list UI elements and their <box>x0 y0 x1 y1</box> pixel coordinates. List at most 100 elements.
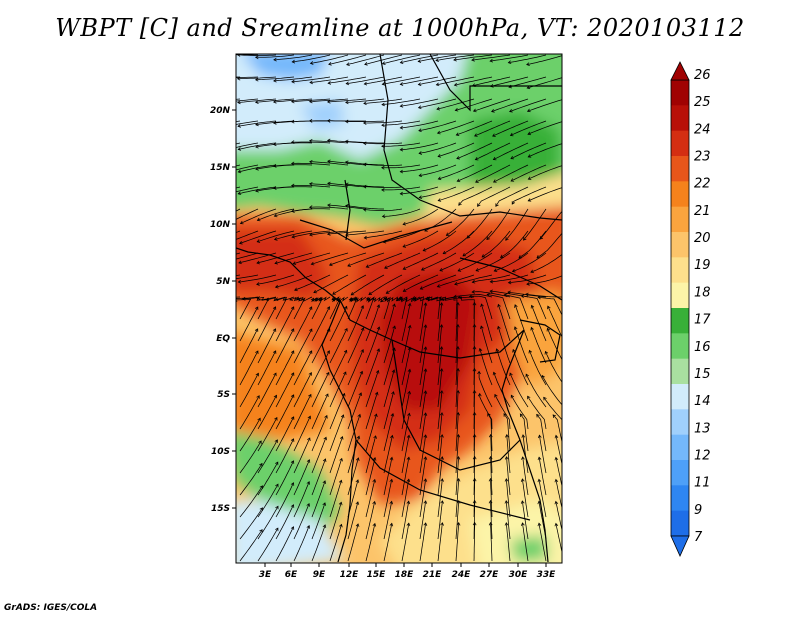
streamline <box>512 252 547 272</box>
streamline-arrow <box>374 391 379 396</box>
streamline-arrow <box>256 296 261 300</box>
streamline-arrow <box>327 181 331 186</box>
streamline-arrow <box>503 413 507 417</box>
streamline <box>383 413 394 452</box>
streamline-arrow <box>290 460 295 464</box>
streamline-arrow <box>495 348 500 352</box>
streamline <box>401 501 410 540</box>
streamline <box>510 120 547 136</box>
streamline <box>256 274 295 285</box>
streamline-arrow <box>322 458 327 463</box>
streamline-arrow <box>468 294 473 299</box>
streamline-arrow <box>487 412 491 417</box>
streamline-arrow <box>290 306 295 310</box>
streamline-arrow <box>360 327 365 331</box>
streamline-arrow <box>435 58 439 62</box>
streamline-arrow <box>488 477 493 482</box>
streamline-arrow <box>349 297 354 301</box>
streamline-arrow <box>456 455 461 460</box>
streamline-arrow <box>327 203 331 208</box>
streamline <box>292 230 331 238</box>
streamline-arrow <box>489 58 494 63</box>
streamline <box>365 370 379 408</box>
streamline-arrow <box>457 268 462 272</box>
streamline <box>475 142 511 161</box>
streamline-arrow <box>527 198 532 202</box>
streamline-arrow <box>259 529 263 533</box>
colorbar-swatch <box>671 282 689 309</box>
colorbar-label: 23 <box>694 150 711 165</box>
streamline-arrow <box>455 132 460 136</box>
streamline <box>311 458 326 496</box>
streamline-arrow <box>439 368 444 372</box>
streamline <box>522 478 529 518</box>
streamline-arrow <box>492 133 496 137</box>
streamline-arrow <box>344 139 349 144</box>
streamline <box>536 414 547 452</box>
streamline-arrow <box>440 500 445 504</box>
streamline-arrow <box>438 296 443 300</box>
streamline-arrow <box>547 305 551 310</box>
streamline <box>455 390 459 430</box>
streamline <box>401 347 411 386</box>
streamline-arrow <box>419 286 424 290</box>
lon-label-3e: 3E <box>259 570 272 580</box>
streamline-arrow <box>520 500 525 504</box>
streamline-arrow <box>290 119 295 124</box>
streamline-arrow <box>504 500 509 504</box>
streamline-arrow <box>423 500 428 504</box>
streamline-arrow <box>256 395 260 399</box>
streamline <box>458 186 493 206</box>
streamline-arrow <box>265 297 270 302</box>
streamline <box>473 456 476 496</box>
streamline <box>383 501 393 540</box>
streamline <box>519 413 529 452</box>
streamline-arrow <box>274 416 278 421</box>
streamline-arrow <box>381 188 385 192</box>
streamline <box>347 523 359 562</box>
streamline-arrow <box>308 205 313 210</box>
streamline-arrow <box>290 394 295 398</box>
streamline-arrow <box>381 214 386 219</box>
streamline-arrow <box>322 480 327 484</box>
streamline <box>237 120 277 127</box>
streamline-arrow <box>519 413 524 418</box>
streamline-arrow <box>381 165 385 170</box>
streamline <box>419 500 427 540</box>
colorbar-label: 9 <box>694 503 702 518</box>
streamline <box>437 274 475 288</box>
streamline-arrow <box>521 434 526 438</box>
streamline-arrow <box>489 289 493 294</box>
streamline-arrow <box>420 267 425 271</box>
streamline-arrow <box>259 462 263 467</box>
streamline <box>329 306 348 342</box>
streamline <box>346 76 385 85</box>
streamline-arrow <box>395 297 400 302</box>
streamline-arrow <box>227 76 230 79</box>
streamline-arrow <box>436 284 441 288</box>
streamline-arrow <box>480 325 484 330</box>
streamline-arrow <box>363 235 368 240</box>
streamlines <box>227 54 562 562</box>
streamline-arrow <box>350 292 355 296</box>
streamline <box>368 274 403 295</box>
streamline <box>292 54 331 63</box>
streamline <box>236 164 259 171</box>
streamline <box>311 306 330 342</box>
streamline <box>380 296 391 320</box>
streamline-arrow <box>323 436 327 441</box>
colorbar-swatch <box>671 485 689 512</box>
streamline-arrow <box>436 106 441 111</box>
streamline <box>257 439 278 474</box>
streamline-arrow <box>291 234 296 239</box>
streamline-arrow <box>346 62 350 66</box>
streamline-arrow <box>435 82 440 87</box>
streamline-arrow <box>274 439 278 443</box>
streamline <box>401 369 411 408</box>
streamline <box>236 120 241 123</box>
streamline-arrow <box>423 456 428 460</box>
streamline <box>419 302 427 342</box>
streamline-arrow <box>472 455 477 460</box>
streamline <box>236 296 259 299</box>
streamline-arrow <box>437 154 442 158</box>
